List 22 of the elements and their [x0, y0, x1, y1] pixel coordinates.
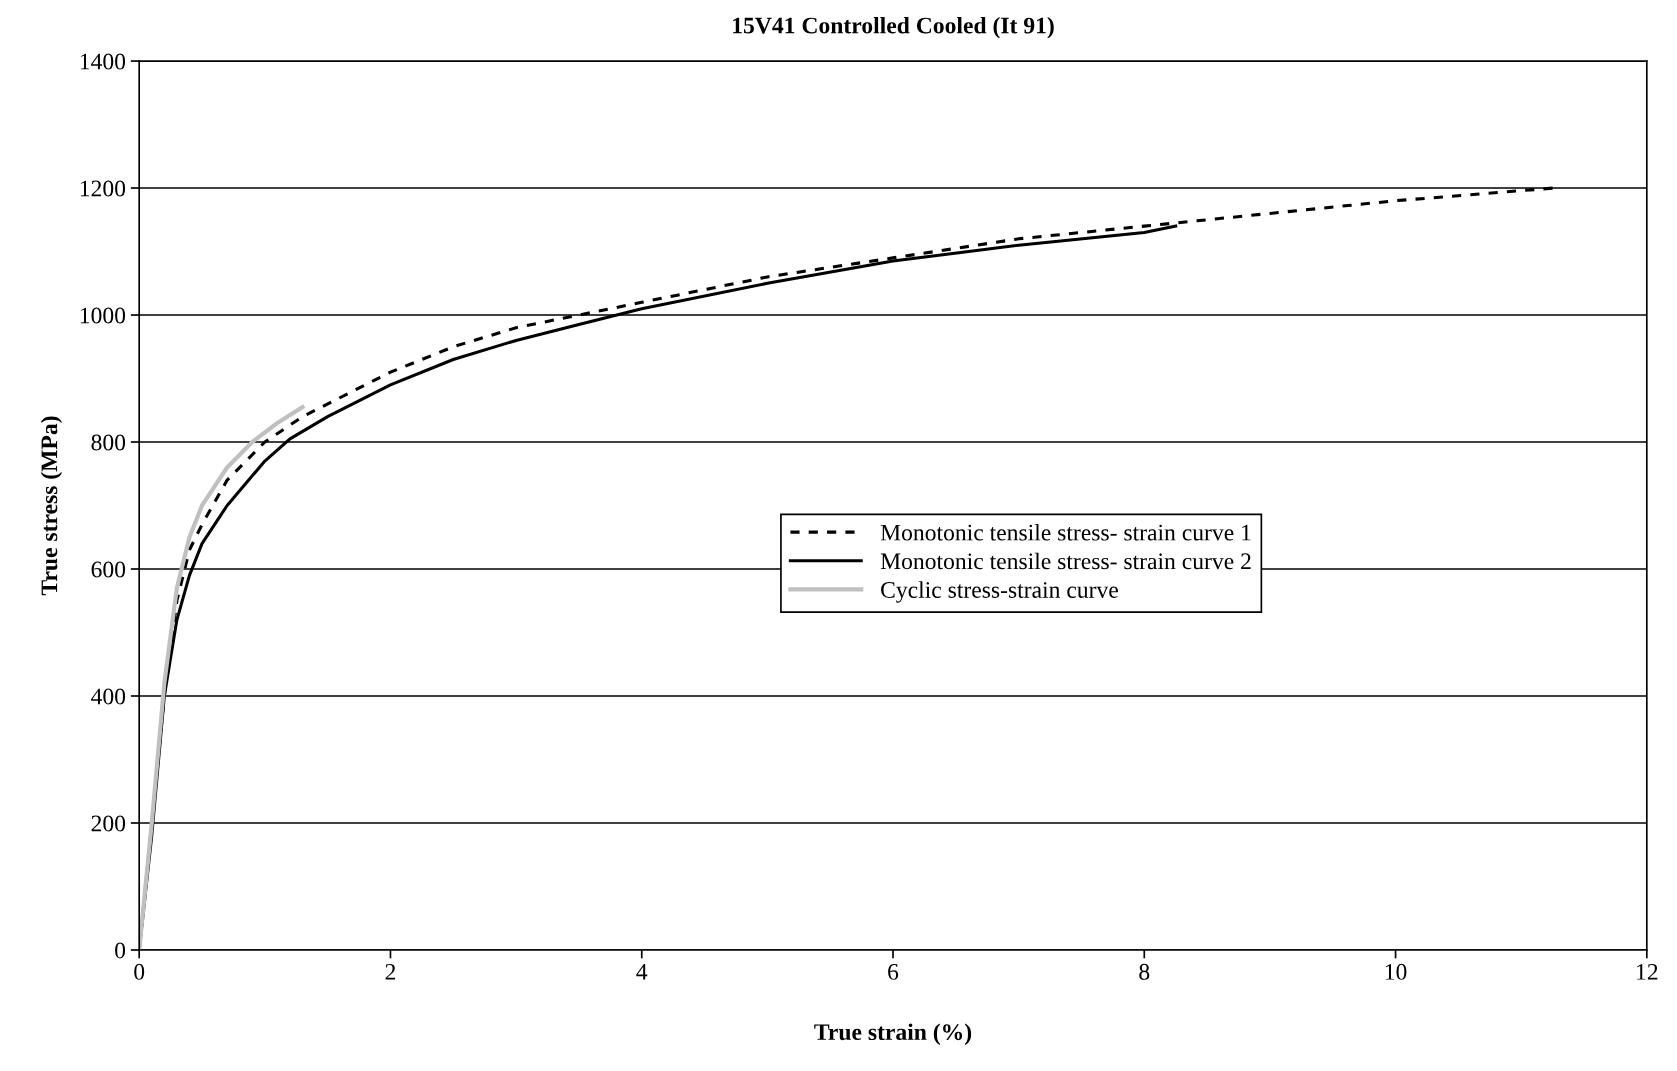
chart-title: 15V41 Controlled Cooled (It 91) [733, 16, 1054, 39]
x-tick-label: 12 [1637, 963, 1658, 980]
y-tick-label: 600 [91, 561, 126, 578]
y-tick-label: 1400 [80, 53, 126, 70]
x-tick-label: 4 [636, 964, 648, 980]
legend-label: Monotonic tensile stress- strain curve 1 [880, 523, 1251, 541]
x-tick-label: 10 [1385, 963, 1407, 980]
y-tick-label: 1200 [80, 180, 126, 197]
x-tick-label: 8 [1139, 963, 1150, 980]
x-axis-title: True strain (%) [814, 1023, 972, 1045]
y-axis-title: True stress (MPa) [40, 416, 63, 596]
x-tick-label: 2 [385, 963, 396, 980]
y-tick-label: 0 [115, 942, 126, 959]
legend-label: Cyclic stress-strain curve [881, 581, 1118, 603]
x-tick-label: 0 [134, 963, 145, 980]
x-tick-label: 6 [888, 963, 899, 980]
y-tick-label: 800 [91, 434, 126, 451]
y-tick-label: 1000 [80, 307, 126, 324]
legend-label: Monotonic tensile stress- strain curve 2 [880, 552, 1251, 570]
y-tick-label: 400 [91, 688, 126, 705]
y-tick-label: 200 [91, 815, 126, 832]
line-series [139, 405, 305, 950]
